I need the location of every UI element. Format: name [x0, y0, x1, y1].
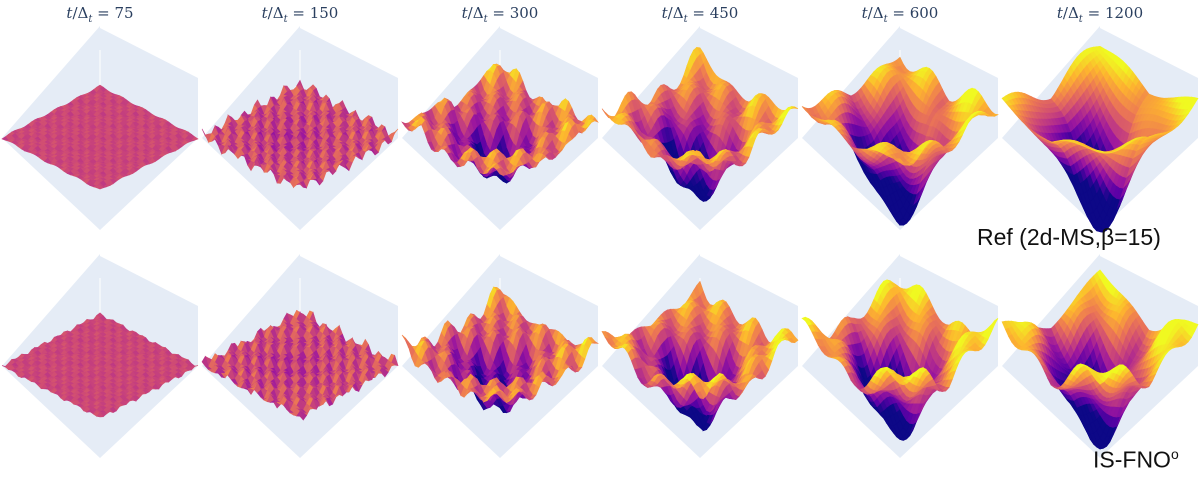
surface-plot [201, 26, 399, 230]
column-title-4: t/Δt = 450 [661, 4, 739, 25]
column-title-value: 450 [709, 4, 739, 22]
surface-panel-r1-c4 [600, 20, 800, 250]
surface-panel-r1-c1 [0, 20, 200, 250]
surface-panel-r1-c3 [400, 20, 600, 250]
surface [1001, 45, 1199, 233]
surface-cell [695, 150, 704, 157]
surface-cell [896, 158, 904, 163]
column-title-value: 150 [309, 4, 339, 22]
column-title-6: t/Δt = 1200 [1056, 4, 1144, 25]
column-title-5: t/Δt = 600 [861, 4, 939, 25]
surface-panel-r1-c5 [800, 20, 1000, 250]
surface-cell [990, 113, 999, 117]
column-title-1: t/Δt = 75 [66, 4, 134, 25]
surface [1, 84, 199, 190]
column-title-value: 1200 [1104, 4, 1144, 22]
surface-plot [401, 26, 599, 230]
surface-plot [801, 26, 999, 230]
surface-plot [601, 26, 799, 230]
column-title-3: t/Δt = 300 [461, 4, 539, 25]
surface-panel-r1-c6 [1000, 20, 1200, 250]
surface [201, 79, 399, 189]
column-title-value: 300 [509, 4, 539, 22]
column-title-value: 600 [909, 4, 939, 22]
surface-panel-r1-c2 [200, 20, 400, 250]
surface-cell [296, 182, 304, 188]
surface [401, 63, 599, 184]
surface [801, 56, 999, 226]
column-title-2: t/Δt = 150 [261, 4, 339, 25]
surface-cell [96, 184, 104, 190]
surface-plot [1, 26, 199, 230]
column-title-value: 75 [114, 4, 134, 22]
surface [601, 46, 799, 202]
surface-cell [496, 167, 504, 177]
surface-plot [1001, 26, 1199, 233]
